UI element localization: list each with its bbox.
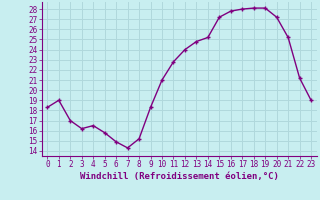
X-axis label: Windchill (Refroidissement éolien,°C): Windchill (Refroidissement éolien,°C) [80,172,279,181]
